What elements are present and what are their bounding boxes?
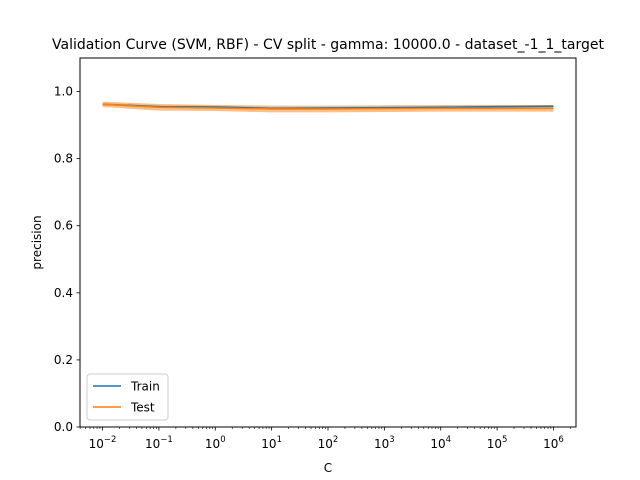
x-tick-label-exponent: −1 (160, 435, 173, 445)
x-tick-label-base: 10 (205, 437, 220, 451)
y-tick-label: 1.0 (54, 85, 73, 99)
y-tick-label: 0.6 (54, 219, 73, 233)
series-line-test (102, 103, 554, 110)
x-axis-ticks: 10−2 10−1 100 101 102 103 104 105 106 (79, 427, 571, 451)
x-tick-label-exponent: 0 (220, 435, 225, 445)
x-tick-label: 102 (318, 435, 339, 451)
x-tick-label: 104 (430, 435, 451, 451)
x-tick-label: 10−1 (145, 435, 173, 451)
x-tick-label-base: 10 (430, 437, 445, 451)
y-axis-ticks: 0.0 0.2 0.4 0.6 0.8 1.0 (54, 85, 80, 434)
y-axis-label: precision (30, 215, 44, 269)
series-band-test (102, 101, 554, 113)
legend-label-test: Test (130, 401, 155, 415)
x-tick-label-exponent: 6 (558, 435, 563, 445)
x-tick-label-exponent: −2 (104, 435, 117, 445)
y-tick-label: 0.2 (54, 353, 73, 367)
x-tick-label: 101 (261, 435, 282, 451)
x-axis-label: C (324, 461, 332, 475)
legend: Train Test (86, 373, 169, 421)
x-tick-label-exponent: 3 (389, 435, 394, 445)
legend-label-train: Train (130, 380, 160, 394)
x-tick-label-base: 10 (487, 437, 502, 451)
series-line-train (102, 103, 554, 110)
x-tick-label-base: 10 (374, 437, 389, 451)
x-tick-label-base: 10 (89, 437, 104, 451)
plot-area (102, 101, 554, 113)
x-tick-label: 103 (374, 435, 395, 451)
x-tick-label: 10−2 (89, 435, 117, 451)
x-tick-label-exponent: 5 (502, 435, 507, 445)
x-tick-label-exponent: 1 (277, 435, 282, 445)
x-tick-label-base: 10 (145, 437, 160, 451)
y-tick-label: 0.8 (54, 152, 73, 166)
x-tick-label: 100 (205, 435, 226, 451)
x-tick-label-exponent: 2 (333, 435, 338, 445)
x-tick-label-base: 10 (318, 437, 333, 451)
x-tick-label: 106 (543, 435, 564, 451)
y-tick-label: 0.0 (54, 420, 73, 434)
x-tick-label: 105 (487, 435, 508, 451)
y-tick-label: 0.4 (54, 286, 73, 300)
x-tick-label-base: 10 (261, 437, 276, 451)
chart-title: Validation Curve (SVM, RBF) - CV split -… (52, 37, 604, 53)
x-tick-label-exponent: 4 (446, 435, 451, 445)
x-tick-label-base: 10 (543, 437, 558, 451)
